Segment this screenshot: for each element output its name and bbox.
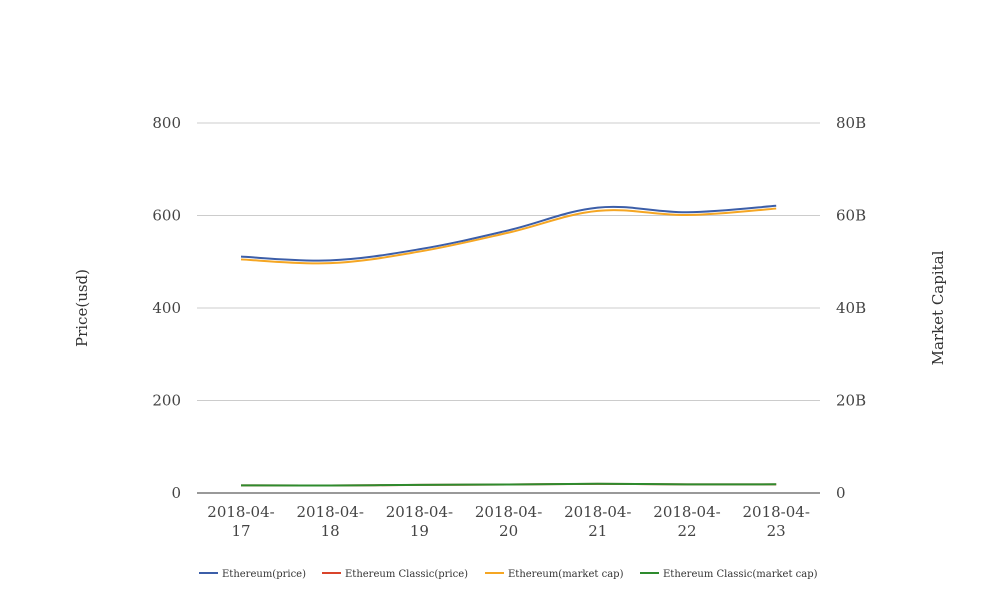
- y-tick-label-left: 400: [152, 299, 181, 317]
- series-line-ethereum-price: [240, 204, 777, 262]
- y-tick-label-left: 0: [171, 484, 181, 502]
- legend-label: Ethereum Classic(price): [345, 569, 468, 580]
- x-tick-label: 2018-04-20: [475, 503, 542, 540]
- series-line-ethereum-classic-market-cap: [240, 482, 777, 487]
- x-tick-label: 2018-04-18: [296, 503, 363, 540]
- legend-item: Ethereum Classic(price): [322, 569, 468, 580]
- legend-item: Ethereum Classic(market cap): [640, 569, 818, 580]
- x-tick-label: 2018-04-17: [207, 503, 274, 540]
- legend-item: Ethereum(market cap): [485, 569, 624, 580]
- axes: 0 0 200 20B 400 40B 600 60B 800 80B 2018-04-17 2018…: [152, 114, 866, 540]
- x-tick-label: 2018-04-21: [564, 503, 631, 540]
- y-axis-title-right: Market Capital: [929, 250, 947, 365]
- y-tick-label-right: 20B: [836, 392, 866, 410]
- legend-label: Ethereum(market cap): [508, 569, 624, 580]
- y-tick-label-left: 600: [152, 207, 181, 225]
- y-tick-label-left: 800: [152, 114, 181, 132]
- legend-label: Ethereum Classic(market cap): [663, 569, 818, 580]
- y-tick-label-right: 0: [836, 484, 846, 502]
- series-lines: [240, 204, 777, 487]
- y-tick-label-right: 60B: [836, 207, 866, 225]
- y-tick-label-right: 40B: [836, 299, 866, 317]
- gridlines: [197, 122, 820, 401]
- legend: Ethereum(price) Ethereum Classic(price) Et…: [199, 569, 818, 580]
- y-tick-label-right: 80B: [836, 114, 866, 132]
- x-tick-label: 2018-04-22: [653, 503, 720, 540]
- series-line-ethereum-market-cap: [240, 207, 777, 265]
- x-tick-label: 2018-04-19: [386, 503, 453, 540]
- x-tick-label: 2018-04-23: [742, 503, 809, 540]
- y-tick-label-left: 200: [152, 392, 181, 410]
- legend-label: Ethereum(price): [222, 569, 306, 580]
- y-axis-title-left: Price(usd): [73, 269, 91, 347]
- legend-item: Ethereum(price): [199, 569, 306, 580]
